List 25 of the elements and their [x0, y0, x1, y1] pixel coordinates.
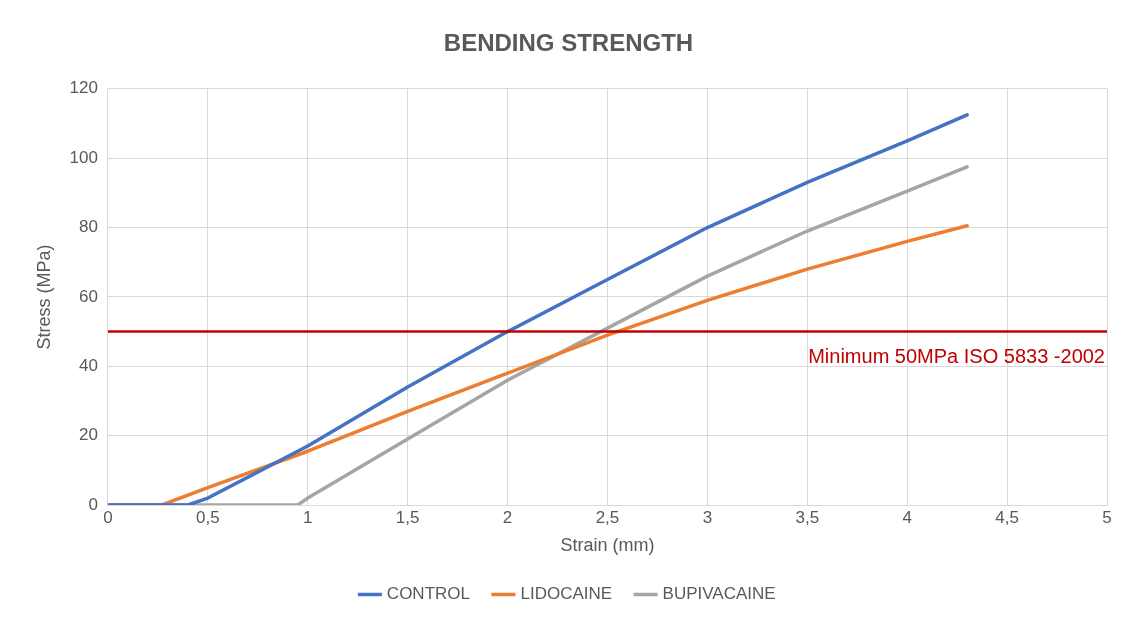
legend-label: CONTROL — [386, 584, 470, 604]
x-tick-label: 1,5 — [395, 507, 420, 527]
legend-label: BUPIVACAINE — [662, 584, 776, 604]
y-tick-label: 60 — [79, 286, 98, 306]
y-tick-label: 0 — [88, 494, 98, 514]
y-tick-label: 40 — [79, 355, 98, 375]
x-tick-label: 5 — [1102, 507, 1112, 527]
x-tick-label: 4,5 — [995, 507, 1019, 527]
chart-title: BENDING STRENGTH — [443, 29, 694, 57]
x-tick-label: 2 — [502, 507, 513, 527]
ref-line-label: Minimum 50MPa ISO 5833 -2002 — [808, 345, 1105, 368]
y-tick-label: 120 — [69, 78, 98, 98]
y-axis-title: Stress (MPa) — [33, 244, 54, 350]
legend-label: LIDOCAINE — [520, 584, 613, 604]
x-tick-label: 0,5 — [196, 507, 220, 527]
x-tick-label: 2,5 — [595, 507, 620, 527]
x-tick-label: 0 — [103, 507, 113, 527]
x-axis-title: Strain (mm) — [560, 535, 655, 556]
x-tick-label: 1 — [303, 507, 313, 527]
x-tick-label: 3 — [702, 507, 713, 527]
y-tick-label: 100 — [69, 147, 98, 167]
x-tick-label: 4 — [902, 507, 912, 527]
y-tick-label: 20 — [79, 425, 98, 445]
y-tick-label: 80 — [79, 217, 98, 237]
x-tick-label: 3,5 — [795, 507, 820, 527]
